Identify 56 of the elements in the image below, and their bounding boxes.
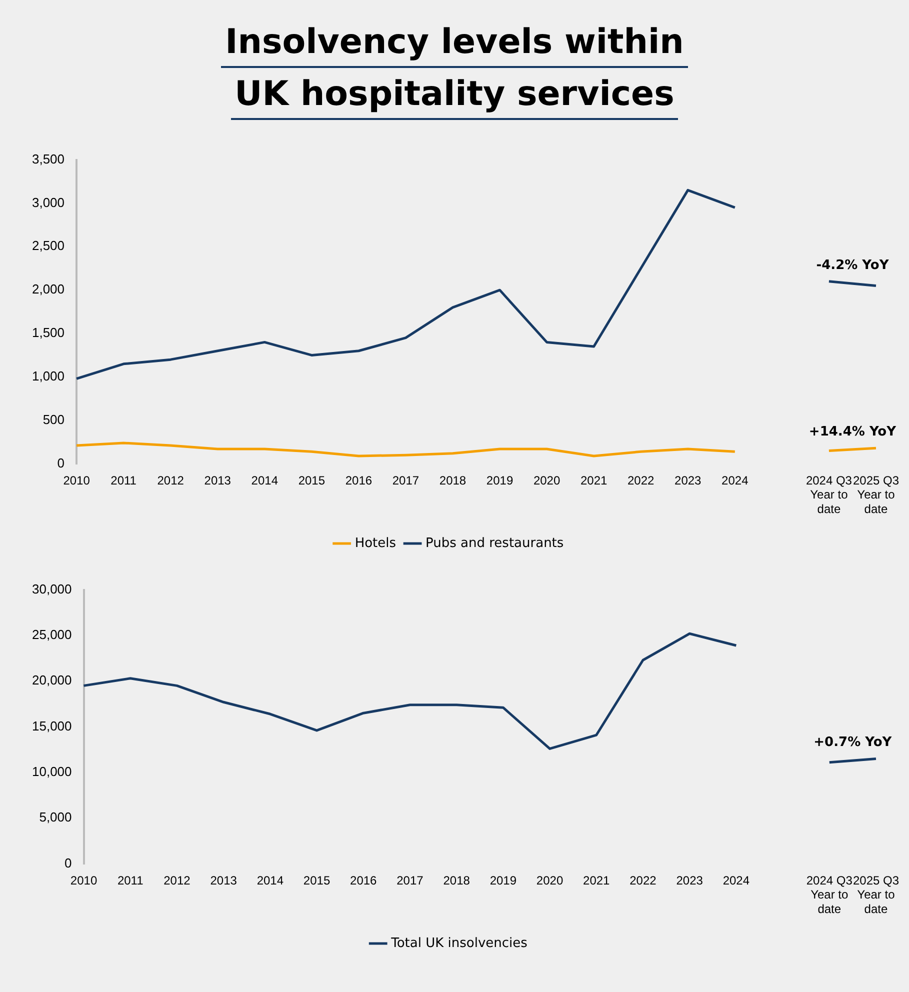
- x-tick-label: 2014: [251, 473, 278, 488]
- x-tick-label: 2010: [70, 873, 98, 888]
- x-tick-label: 2019: [486, 473, 514, 488]
- y-tick-label: 20,000: [32, 672, 72, 688]
- x-tick-label: 2021: [580, 473, 608, 488]
- x-tick-label: 2011: [117, 873, 144, 888]
- x-tick-label: 2025 Q3 Year to date: [852, 873, 900, 916]
- x-tick-label: 2023: [676, 873, 704, 888]
- y-tick-label: 2,500: [32, 238, 65, 254]
- x-tick-label: 2024: [722, 873, 750, 888]
- x-tick-label: 2012: [164, 873, 191, 888]
- legend-label: Hotels: [354, 536, 396, 551]
- x-tick-label: 2018: [439, 473, 466, 488]
- x-tick-label: 2025 Q3 Year to date: [852, 473, 900, 516]
- x-tick-label: 2024: [722, 473, 749, 488]
- x-tick-label: 2015: [303, 873, 330, 888]
- y-tick-label: 500: [42, 412, 65, 427]
- y-tick-label: 0: [57, 455, 65, 470]
- x-tick-label: 2014: [256, 873, 284, 888]
- y-tick-label: 1,500: [32, 325, 65, 340]
- y-tick-label: 3,500: [32, 151, 65, 166]
- annotation: +14.4% YoY: [808, 424, 897, 440]
- y-tick-label: 10,000: [32, 764, 72, 780]
- y-tick-label: 15,000: [32, 718, 72, 734]
- x-tick-label: 2020: [536, 873, 564, 888]
- chart-title: Insolvency levels within UK hospitality services: [224, 22, 685, 116]
- x-tick-label: 2023: [674, 473, 702, 488]
- x-tick-label: 2024 Q3 Year to date: [806, 873, 853, 916]
- x-tick-label: 2017: [392, 473, 420, 488]
- x-tick-label: 2010: [63, 473, 90, 488]
- x-tick-label: 2020: [533, 473, 560, 488]
- x-tick-label: 2018: [443, 873, 470, 888]
- x-tick-label: 2022: [628, 473, 655, 488]
- annotation: -4.2% YoY: [816, 258, 890, 273]
- x-tick-label: 2019: [490, 873, 517, 888]
- y-tick-label: 3,000: [32, 194, 65, 210]
- y-tick-label: 2,000: [32, 282, 65, 297]
- x-tick-label: 2022: [630, 873, 657, 888]
- legend-label: Pubs and restaurants: [426, 536, 564, 551]
- y-tick-label: 25,000: [32, 627, 72, 642]
- x-tick-label: 2021: [583, 873, 610, 888]
- y-tick-label: 1,000: [32, 368, 65, 384]
- x-tick-label: 2011: [110, 473, 137, 488]
- x-tick-label: 2024 Q3 Year to date: [806, 473, 852, 516]
- y-tick-label: 0: [64, 855, 72, 870]
- annotation: +0.7% YoY: [814, 735, 892, 750]
- x-tick-label: 2016: [345, 473, 372, 488]
- x-tick-label: 2013: [210, 873, 238, 888]
- x-tick-label: 2013: [204, 473, 232, 488]
- x-tick-label: 2012: [157, 473, 184, 488]
- x-tick-label: 2016: [350, 873, 378, 888]
- legend-label: Total UK insolvencies: [390, 936, 528, 951]
- x-tick-label: 2017: [396, 873, 424, 888]
- y-tick-label: 30,000: [32, 581, 72, 596]
- x-tick-label: 2015: [298, 473, 326, 488]
- y-tick-label: 5,000: [39, 810, 72, 825]
